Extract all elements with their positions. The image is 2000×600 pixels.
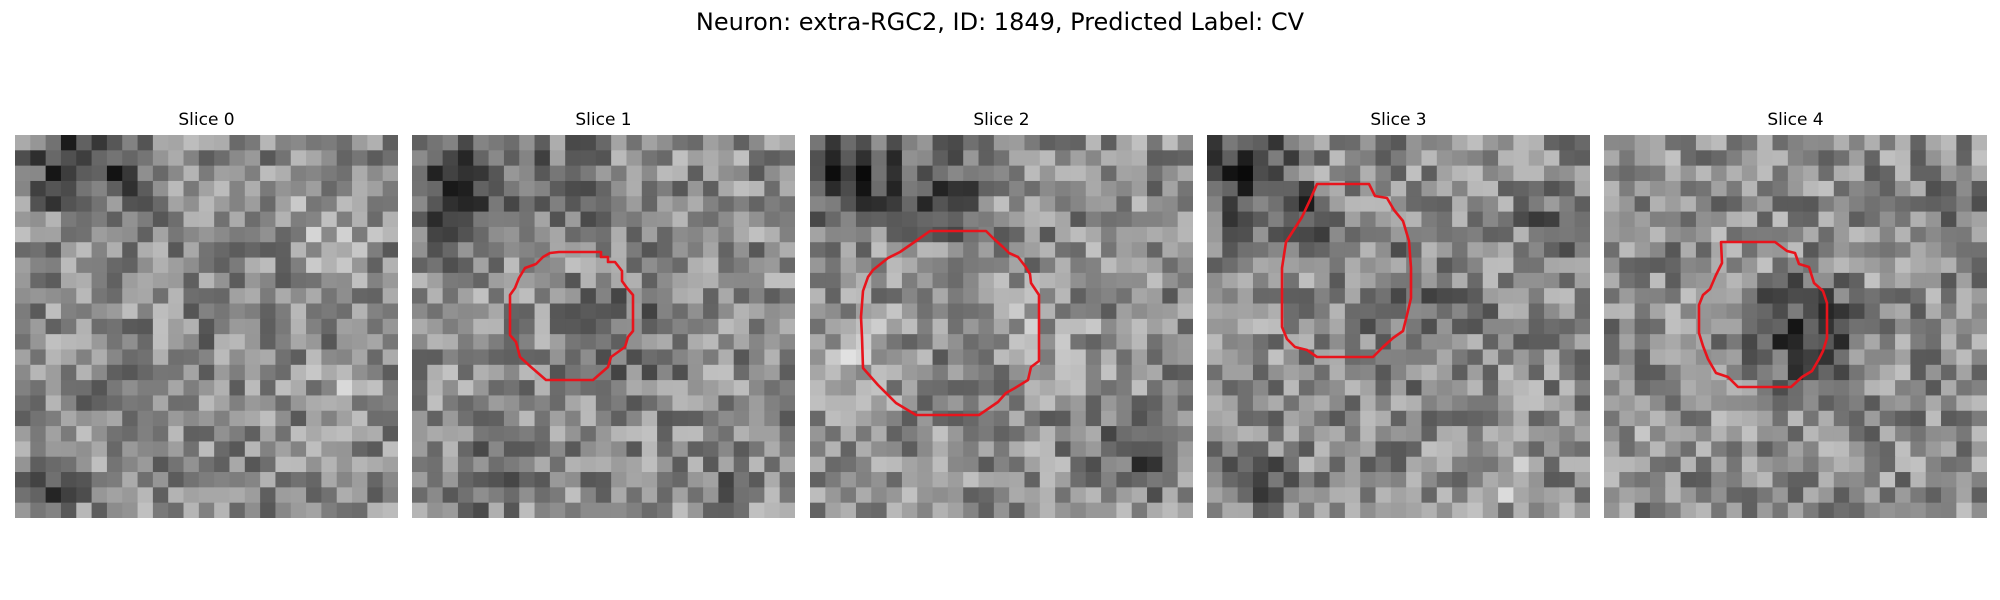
slice-panel-4: Slice 4 [1604,108,1987,518]
figure-title: Neuron: extra-RGC2, ID: 1849, Predicted … [695,8,1305,36]
slice-title-3: Slice 3 [1370,110,1427,130]
slice-image-3 [1207,135,1590,518]
pixel-grid [15,135,398,518]
slice-panel-1: Slice 1 [412,108,795,518]
slice-title-2: Slice 2 [973,110,1030,130]
roi-contour [1697,240,1829,389]
slice-svg-3 [1207,135,1590,518]
slice-image-1 [412,135,795,518]
slice-image-4 [1604,135,1987,518]
slice-svg-0 [15,135,398,518]
slice-svg-2 [810,135,1193,518]
slice-panel-0: Slice 0 [15,108,398,518]
slice-panel-3: Slice 3 [1207,108,1590,518]
slice-title-1: Slice 1 [575,110,632,130]
slice-image-0 [15,135,398,518]
slice-svg-1 [412,135,795,518]
slice-title-0: Slice 0 [178,110,235,130]
pixel-grid [412,135,795,518]
roi-contour [1280,182,1413,359]
pixel-grid [1604,135,1987,518]
roi-contour [859,229,1041,417]
pixel-grid [1207,135,1590,518]
slice-panel-2: Slice 2 [810,108,1193,518]
pixel-grid [810,135,1193,518]
slice-image-2 [810,135,1193,518]
slice-title-4: Slice 4 [1767,110,1824,130]
slice-svg-4 [1604,135,1987,518]
roi-contour [508,250,635,382]
